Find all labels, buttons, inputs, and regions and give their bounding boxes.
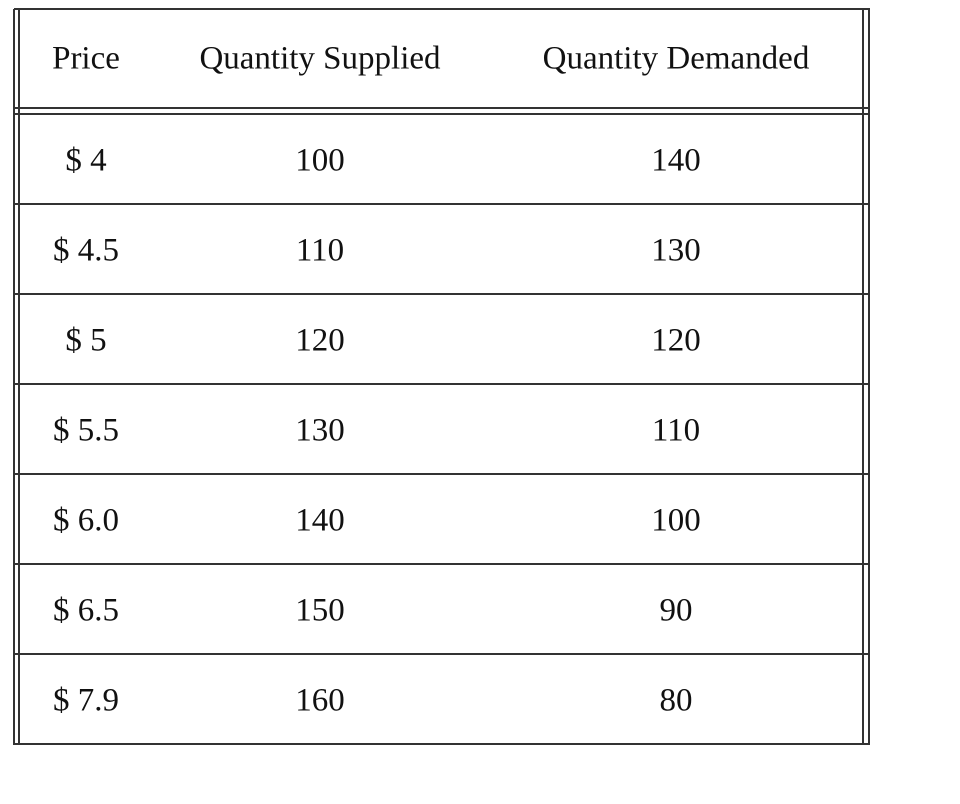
cell: $ 4: [65, 143, 106, 179]
header-cell: Quantity Demanded: [543, 41, 810, 77]
header-cell: Price: [52, 41, 120, 77]
cell: $ 6.5: [53, 593, 119, 629]
cell: 130: [295, 413, 345, 449]
cell: 160: [295, 683, 345, 719]
cell: 90: [660, 593, 693, 629]
cell: 140: [651, 143, 701, 179]
header-cell: Quantity Supplied: [199, 41, 441, 77]
cell: $ 7.9: [53, 683, 119, 719]
cell: 100: [295, 143, 345, 179]
cell: $ 5: [65, 323, 106, 359]
table-borders: [13, 8, 870, 745]
cell: $ 6.0: [53, 503, 119, 539]
cell: 100: [651, 503, 701, 539]
cell: 150: [295, 593, 345, 629]
cell: 110: [296, 233, 344, 269]
cell: 130: [651, 233, 701, 269]
cell: 120: [651, 323, 701, 359]
cell: 140: [295, 503, 345, 539]
cell: 80: [660, 683, 693, 719]
cell: 120: [295, 323, 345, 359]
cell: 110: [652, 413, 700, 449]
cell: $ 5.5: [53, 413, 119, 449]
cell: $ 4.5: [53, 233, 119, 269]
